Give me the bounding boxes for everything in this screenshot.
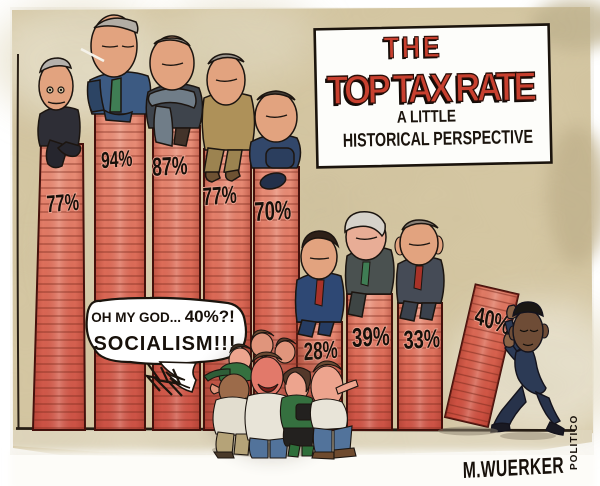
svg-text:THE: THE xyxy=(382,31,441,66)
svg-text:POLITICO: POLITICO xyxy=(569,415,580,470)
svg-text:SOCIALISM!!!: SOCIALISM!!! xyxy=(93,333,236,355)
svg-text:HISTORICAL PERSPECTIVE: HISTORICAL PERSPECTIVE xyxy=(343,126,534,151)
svg-text:M.WUERKER: M.WUERKER xyxy=(463,453,565,484)
svg-text:TOP TAX RATE: TOP TAX RATE xyxy=(324,66,535,115)
svg-text:94%: 94% xyxy=(101,146,133,174)
svg-text:87%: 87% xyxy=(152,151,188,182)
svg-text:39%: 39% xyxy=(352,321,391,353)
svg-text:33%: 33% xyxy=(403,324,440,355)
svg-text:THE: THE xyxy=(383,30,442,65)
svg-text:OH MY GOD... 40%?!: OH MY GOD... 40%?! xyxy=(91,307,235,326)
svg-text:TOP TAX RATE: TOP TAX RATE xyxy=(326,63,537,112)
svg-text:70%: 70% xyxy=(254,195,291,227)
svg-text:77%: 77% xyxy=(46,189,80,218)
svg-text:77%: 77% xyxy=(202,181,237,212)
svg-text:A LITTLE: A LITTLE xyxy=(397,107,456,127)
